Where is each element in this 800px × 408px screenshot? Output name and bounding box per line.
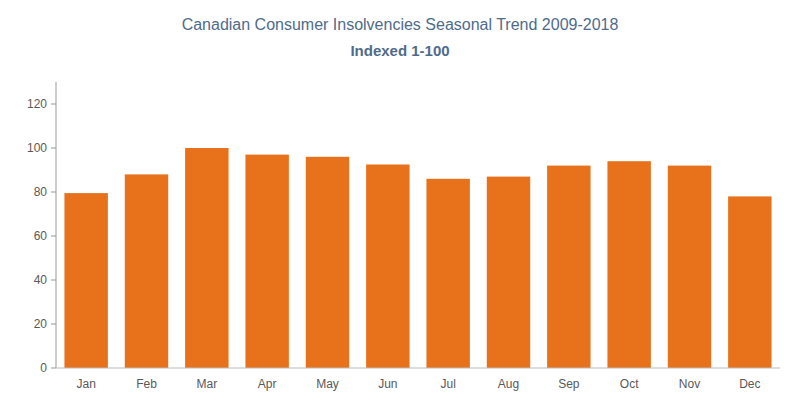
- x-tick-label: Jun: [378, 377, 397, 391]
- y-axis-line: [56, 82, 57, 368]
- y-tick-label: 100: [27, 141, 47, 155]
- bar: [245, 155, 288, 368]
- bar: [125, 174, 168, 368]
- y-tick: [51, 324, 56, 325]
- x-tick-label: Feb: [136, 377, 157, 391]
- bars: [64, 148, 771, 368]
- bar: [668, 166, 711, 368]
- x-tick-label: Mar: [196, 377, 217, 391]
- y-tick: [51, 148, 56, 149]
- x-tick-label: Dec: [739, 377, 760, 391]
- y-tick-label: 0: [40, 361, 47, 375]
- bar: [185, 148, 228, 368]
- x-tick-label: May: [316, 377, 339, 391]
- y-tick: [51, 280, 56, 281]
- subtitle: Indexed 1-100: [350, 42, 449, 59]
- y-tick-label: 60: [34, 229, 48, 243]
- y-axis: 0 20 40 60 80 100 120: [27, 82, 56, 375]
- x-tick-label: Oct: [620, 377, 639, 391]
- x-tick-label: Apr: [258, 377, 277, 391]
- bar: [728, 196, 771, 368]
- x-axis-line: [56, 368, 780, 369]
- bar: [607, 161, 650, 368]
- chart-container: Canadian Consumer Insolvencies Seasonal …: [0, 0, 800, 408]
- bar: [64, 193, 107, 368]
- chart-svg: Canadian Consumer Insolvencies Seasonal …: [0, 0, 800, 408]
- bar: [366, 165, 409, 369]
- bar: [306, 157, 349, 368]
- y-tick: [51, 368, 56, 369]
- x-tick-label: Nov: [679, 377, 700, 391]
- bar: [547, 166, 590, 368]
- x-tick-label: Sep: [558, 377, 580, 391]
- x-tick-label: Aug: [498, 377, 519, 391]
- x-tick-label: Jul: [440, 377, 455, 391]
- y-tick: [51, 192, 56, 193]
- bar: [426, 179, 469, 368]
- y-tick-label: 80: [34, 185, 48, 199]
- x-tick-label: Jan: [76, 377, 95, 391]
- y-tick-label: 120: [27, 97, 47, 111]
- y-tick: [51, 104, 56, 105]
- x-axis: Jan Feb Mar Apr May Jun Jul Aug Sep Oct Nov Dec: [56, 368, 780, 391]
- bar: [487, 177, 530, 368]
- title: Canadian Consumer Insolvencies Seasonal …: [182, 16, 619, 33]
- y-tick: [51, 236, 56, 237]
- y-tick-label: 20: [34, 317, 48, 331]
- page: {"chart_data": {"type": "bar", "title": …: [0, 0, 800, 408]
- y-tick-label: 40: [34, 273, 48, 287]
